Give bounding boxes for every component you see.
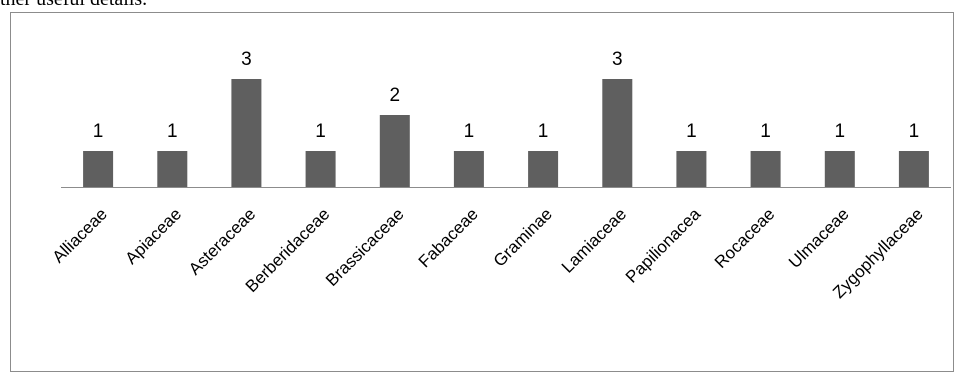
data-label-zygophyllaceae: 1 bbox=[909, 121, 920, 142]
bar-apiaceae bbox=[157, 151, 188, 187]
bar-ulmaceae bbox=[824, 151, 855, 187]
data-label-berberidaceae: 1 bbox=[315, 121, 326, 142]
bar-rocaceae bbox=[750, 151, 781, 187]
bar-zygophyllaceae bbox=[898, 151, 929, 187]
bar-alliaceae bbox=[83, 151, 114, 187]
bar-graminae bbox=[528, 151, 559, 187]
category-label-alliaceae: Alliaceae bbox=[49, 204, 111, 266]
bar-asteraceae bbox=[231, 79, 262, 187]
category-label-rocaceae: Rocaceae bbox=[711, 204, 779, 272]
chart-frame: 1 1 3 1 2 1 1 3 1 1 1 1 Alliaceae Apiaceae Asteraceae… bbox=[10, 12, 954, 372]
bar-lamiaceae bbox=[602, 79, 633, 187]
data-label-fabaceae: 1 bbox=[464, 121, 475, 142]
bar-papilionacea bbox=[676, 151, 707, 187]
data-label-apiaceae: 1 bbox=[167, 121, 178, 142]
category-label-asteraceae: Asteraceae bbox=[185, 204, 259, 278]
data-label-lamiaceae: 3 bbox=[612, 49, 623, 70]
data-label-rocaceae: 1 bbox=[760, 121, 771, 142]
data-labels-group: 1 1 3 1 2 1 1 3 1 1 1 1 bbox=[93, 49, 919, 142]
category-label-papilionacea: Papilionacea bbox=[622, 204, 705, 287]
clipped-caption-text: ther useful details. bbox=[0, 0, 147, 11]
category-label-apiaceae: Apiaceae bbox=[122, 204, 186, 268]
category-label-fabaceae: Fabaceae bbox=[415, 204, 482, 271]
category-label-lamiaceae: Lamiaceae bbox=[558, 204, 630, 276]
data-label-ulmaceae: 1 bbox=[835, 121, 846, 142]
data-label-papilionacea: 1 bbox=[686, 121, 697, 142]
data-label-graminae: 1 bbox=[538, 121, 549, 142]
bar-fabaceae bbox=[453, 151, 484, 187]
category-labels-group: Alliaceae Apiaceae AsteraceaeBerberidaceae… bbox=[49, 204, 927, 302]
category-label-graminae: Graminae bbox=[490, 204, 556, 270]
bar-brassicaceae bbox=[379, 115, 410, 187]
bar-chart: 1 1 3 1 2 1 1 3 1 1 1 1 Alliaceae Apiaceae Asteraceae… bbox=[49, 49, 951, 302]
category-label-ulmaceae: Ulmaceae bbox=[785, 204, 853, 272]
data-label-brassicaceae: 2 bbox=[390, 85, 401, 106]
category-label-brassicaceae: Brassicaceae bbox=[322, 204, 408, 290]
data-label-alliaceae: 1 bbox=[93, 121, 104, 142]
bar-berberidaceae bbox=[305, 151, 336, 187]
bars-group bbox=[83, 79, 929, 187]
data-label-asteraceae: 3 bbox=[241, 49, 252, 70]
